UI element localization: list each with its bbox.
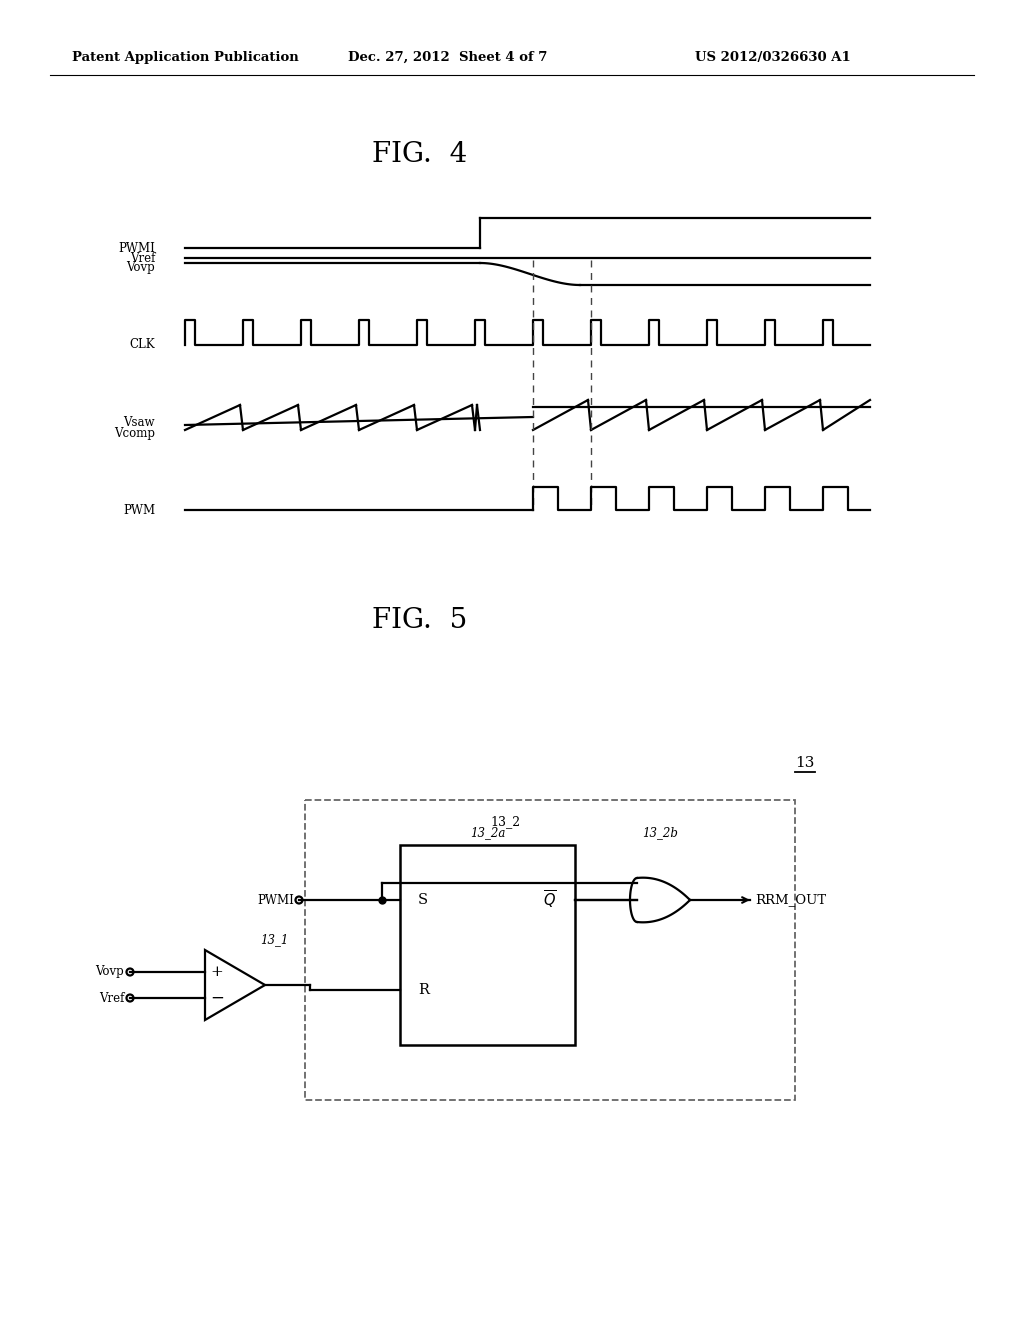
Text: 13_2a: 13_2a [470, 826, 505, 840]
Text: Dec. 27, 2012  Sheet 4 of 7: Dec. 27, 2012 Sheet 4 of 7 [348, 50, 548, 63]
Text: Vcomp: Vcomp [114, 428, 155, 441]
Text: 13_2: 13_2 [490, 816, 520, 829]
Bar [400, 845, 575, 1045]
Text: US 2012/0326630 A1: US 2012/0326630 A1 [695, 50, 851, 63]
Text: Patent Application Publication: Patent Application Publication [72, 50, 299, 63]
Text: PWMI: PWMI [257, 894, 294, 907]
Text: R: R [418, 983, 429, 997]
Text: 13_1: 13_1 [260, 933, 289, 946]
Text: $\overline{Q}$: $\overline{Q}$ [544, 888, 557, 911]
Text: Vref: Vref [130, 252, 155, 264]
Text: −: − [210, 990, 224, 1006]
Text: FIG.  5: FIG. 5 [373, 606, 468, 634]
Text: +: + [211, 965, 223, 979]
Text: Vovp: Vovp [126, 261, 155, 275]
Text: FIG.  4: FIG. 4 [373, 141, 468, 169]
Text: S: S [418, 894, 428, 907]
Bar [305, 800, 795, 1100]
Text: 13: 13 [795, 756, 814, 770]
Text: Vovp: Vovp [95, 965, 124, 978]
Text: PWMI: PWMI [118, 242, 155, 255]
Text: RRM_OUT: RRM_OUT [755, 894, 826, 907]
Text: CLK: CLK [129, 338, 155, 351]
Text: Vref: Vref [98, 991, 124, 1005]
Text: PWM: PWM [123, 503, 155, 516]
Text: Vsaw: Vsaw [124, 416, 155, 429]
Text: 13_2b: 13_2b [642, 826, 678, 840]
